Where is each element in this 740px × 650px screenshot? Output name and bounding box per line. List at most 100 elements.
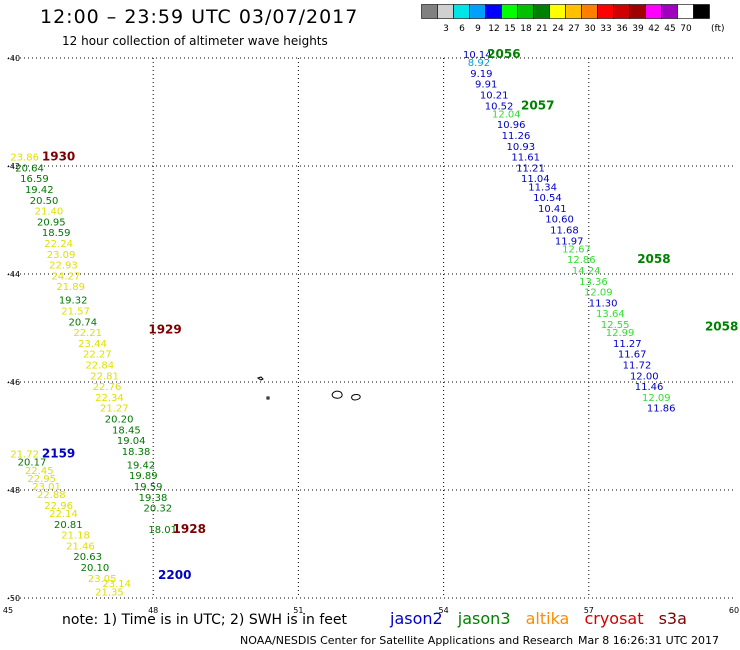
legend-tick-label: 30 bbox=[584, 24, 596, 34]
wave-height-value: 18.01 bbox=[148, 525, 177, 536]
wave-height-value: 21.18 bbox=[61, 531, 90, 542]
wave-height-value: 22.93 bbox=[49, 261, 78, 272]
wave-height-value: 12.55 bbox=[601, 320, 630, 331]
wave-height-value: 12.99 bbox=[606, 328, 635, 339]
legend-tick-label: 70 bbox=[680, 24, 692, 34]
legend-unit: (ft) bbox=[711, 24, 725, 34]
wave-height-value: 11.46 bbox=[635, 382, 664, 393]
wave-height-value: 9.91 bbox=[475, 80, 497, 91]
wave-height-value: 11.27 bbox=[613, 339, 642, 350]
wave-height-value: 10.93 bbox=[507, 142, 536, 153]
wave-height-value: 20.81 bbox=[54, 520, 83, 531]
wave-height-value: 12.67 bbox=[562, 244, 591, 255]
wave-height-value: 21.40 bbox=[35, 207, 64, 218]
pass-number-label: 2159 bbox=[42, 447, 75, 461]
wave-height-value: 21.27 bbox=[100, 404, 129, 415]
wave-height-value: 12.04 bbox=[492, 109, 521, 120]
satellite-legend: jason2 jason3 altika cryosat s3a bbox=[390, 609, 697, 628]
wave-height-value: 23.86 bbox=[10, 153, 39, 164]
longitude-tick-label: 60 bbox=[729, 606, 739, 615]
pass-number-label: 2058 bbox=[705, 320, 738, 334]
wave-height-value: 11.34 bbox=[528, 182, 557, 193]
wave-height-value: 19.89 bbox=[129, 471, 158, 482]
island-outline bbox=[266, 396, 270, 400]
wave-height-value: 21.35 bbox=[95, 587, 124, 598]
wave-height-value: 11.21 bbox=[516, 163, 545, 174]
longitude-tick-label: 57 bbox=[584, 606, 594, 615]
legend-tick-label: 33 bbox=[600, 24, 611, 34]
legend-tick-label: 42 bbox=[648, 24, 659, 34]
units-note: note: 1) Time is in UTC; 2) SWH is in fe… bbox=[62, 612, 348, 628]
wave-height-value: 20.64 bbox=[15, 163, 44, 174]
wave-height-value: 21.72 bbox=[10, 450, 39, 461]
wave-height-value: 23.05 bbox=[88, 574, 117, 585]
wave-height-value: 11.04 bbox=[521, 174, 550, 185]
footer-credit: NOAA/NESDIS Center for Satellite Applica… bbox=[240, 634, 574, 647]
wave-height-value: 20.95 bbox=[37, 217, 66, 228]
longitude-tick-label: 48 bbox=[148, 606, 158, 615]
wave-height-value: 10.96 bbox=[497, 120, 526, 131]
pass-number-label: 2058 bbox=[637, 252, 670, 266]
legend-tick-label: 45 bbox=[664, 24, 675, 34]
wave-height-value: 11.26 bbox=[502, 131, 531, 142]
latitude-tick-label: -46 bbox=[7, 378, 20, 387]
wave-height-value: 11.72 bbox=[623, 361, 652, 372]
wave-height-value: 22.81 bbox=[90, 371, 119, 382]
latitude-tick-label: -40 bbox=[7, 54, 20, 63]
wave-height-value: 11.61 bbox=[511, 153, 540, 164]
wave-height-value: 21.46 bbox=[66, 541, 95, 552]
wave-height-value: 12.09 bbox=[584, 288, 613, 299]
legend-tick-label: 18 bbox=[520, 24, 532, 34]
legend-tick-label: 12 bbox=[488, 24, 499, 34]
wave-height-value: 12.09 bbox=[642, 393, 671, 404]
longitude-tick-label: 45 bbox=[3, 606, 13, 615]
latitude-tick-label: -50 bbox=[7, 594, 20, 603]
wave-height-value: 16.59 bbox=[20, 174, 49, 185]
wave-height-value: 21.57 bbox=[61, 307, 90, 318]
wave-height-value: 20.17 bbox=[18, 458, 47, 469]
satellite-s3a: s3a bbox=[658, 609, 687, 628]
wave-height-value: 23.09 bbox=[47, 250, 76, 261]
wave-height-value: 14.24 bbox=[572, 266, 601, 277]
island-outline bbox=[351, 394, 361, 401]
wave-height-value: 22.14 bbox=[49, 509, 78, 520]
wave-height-value: 10.41 bbox=[538, 204, 567, 215]
wave-height-value: 22.95 bbox=[27, 474, 56, 485]
pass-number-label: 2200 bbox=[158, 568, 191, 582]
wave-height-value: 11.97 bbox=[555, 236, 584, 247]
wave-height-value: 13.64 bbox=[596, 309, 625, 320]
wave-height-value: 11.86 bbox=[647, 404, 676, 415]
wave-height-value: 10.60 bbox=[545, 215, 574, 226]
wave-height-value: 20.50 bbox=[30, 196, 59, 207]
wave-height-value: 21.89 bbox=[56, 282, 85, 293]
wave-height-value: 22.34 bbox=[95, 393, 124, 404]
wave-height-value: 10.54 bbox=[533, 193, 562, 204]
wave-height-value: 22.76 bbox=[93, 382, 122, 393]
legend-swatch bbox=[693, 4, 710, 19]
pass-number-label: 1930 bbox=[42, 150, 75, 164]
wave-height-value: 11.68 bbox=[550, 226, 579, 237]
wave-height-value: 22.84 bbox=[85, 361, 114, 372]
wave-height-value: 12.86 bbox=[567, 255, 596, 266]
wave-height-value: 18.59 bbox=[42, 228, 71, 239]
legend-tick-label: 21 bbox=[536, 24, 547, 34]
wave-height-value: 19.42 bbox=[25, 185, 54, 196]
legend-tick-label: 39 bbox=[632, 24, 644, 34]
legend-tick-label: 15 bbox=[504, 24, 515, 34]
color-scale-legend: 3 6 9 12 15 18 21 24 27 30 33 36 39 42 45 70 (ft) bbox=[421, 4, 725, 34]
wave-height-value: 22.24 bbox=[44, 239, 73, 250]
legend-tick-label: 24 bbox=[552, 24, 564, 34]
wave-height-value: 22.96 bbox=[44, 501, 73, 512]
wave-height-value: 22.88 bbox=[37, 490, 66, 501]
wave-height-value: 23.44 bbox=[78, 339, 107, 350]
wave-height-value: 20.63 bbox=[73, 552, 102, 563]
wave-height-value: 10.14 bbox=[463, 50, 492, 61]
legend-tick-label: 3 bbox=[443, 24, 449, 34]
pass-number-label: 2057 bbox=[521, 98, 554, 112]
wave-height-value: 19.59 bbox=[134, 482, 163, 493]
longitude-tick-label: 51 bbox=[293, 606, 303, 615]
latitude-tick-label: -48 bbox=[7, 486, 20, 495]
wave-height-value: 12.00 bbox=[630, 371, 659, 382]
wave-height-value: 20.74 bbox=[69, 317, 98, 328]
